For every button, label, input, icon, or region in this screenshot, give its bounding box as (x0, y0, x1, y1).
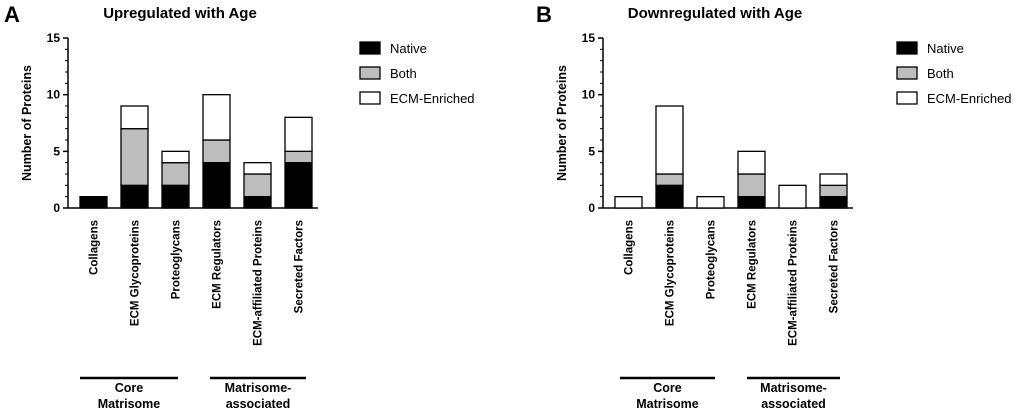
chart-panel-b: B Downregulated with Age Number of Protein… (536, 2, 1012, 411)
group-label: Matrisome- (225, 381, 292, 395)
bar-segment-both (243, 173, 272, 198)
legend-swatch (359, 91, 381, 105)
bar-segment-ecm-enriched (120, 105, 149, 130)
legend-label: ECM-Enriched (927, 91, 1012, 106)
legend-swatch (359, 41, 381, 55)
category-label: ECM-affiliated Proteins (253, 220, 265, 346)
bar-segment-native (79, 196, 108, 209)
legend-label: Both (927, 66, 954, 81)
y-tick-label: 5 (53, 144, 60, 158)
y-axis-label: Number of Proteins (20, 65, 34, 181)
bar-segment-both (120, 128, 149, 186)
bar-segment-ecm-enriched (696, 196, 725, 209)
category-label: Secreted Factors (294, 220, 306, 313)
legend-swatch (896, 66, 918, 80)
bar-segment-native (120, 184, 149, 209)
category-label: ECM Regulators (212, 220, 224, 309)
group-label: Matrisome (98, 397, 161, 411)
bar-segment-native (284, 162, 313, 209)
legend-label: Native (390, 41, 427, 56)
bar-segment-both (284, 150, 313, 164)
bar-segment-ecm-enriched (161, 150, 190, 164)
group-label: Matrisome- (760, 381, 827, 395)
bar-segment-native (819, 196, 848, 209)
chart-panel-a: A Upregulated with Age Number of Proteins 0… (4, 2, 475, 411)
group-label: associated (226, 397, 291, 411)
legend-swatch (359, 66, 381, 80)
bar-segment-ecm-enriched (655, 105, 684, 175)
bar-segment-native (655, 184, 684, 209)
legend-swatch (896, 41, 918, 55)
bar-segment-ecm-enriched (737, 150, 766, 175)
bar-segment-native (161, 184, 190, 209)
bar-segment-native (202, 162, 231, 209)
category-label: Proteoglycans (171, 220, 183, 299)
y-axis-label: Number of Proteins (555, 65, 569, 181)
y-tick-label: 0 (53, 201, 60, 215)
category-label: ECM-affiliated Proteins (788, 220, 800, 346)
category-label: ECM Regulators (747, 220, 759, 309)
bar-segment-both (655, 173, 684, 186)
y-tick-label: 0 (588, 201, 595, 215)
panel-letter: A (4, 2, 20, 27)
legend-swatch (896, 91, 918, 105)
bar-segment-native (737, 196, 766, 209)
chart-title: Downregulated with Age (628, 5, 802, 22)
y-tick-label: 10 (582, 88, 596, 102)
group-label: Matrisome (636, 397, 699, 411)
group-label: Core (653, 381, 682, 395)
bar-segment-ecm-enriched (202, 94, 231, 141)
category-label: Secreted Factors (829, 220, 841, 313)
bar-segment-ecm-enriched (819, 173, 848, 186)
category-label: ECM Glycoproteins (665, 220, 677, 326)
legend-label: ECM-Enriched (390, 91, 475, 106)
group-label: Core (115, 381, 144, 395)
y-tick-label: 15 (582, 31, 596, 45)
bar-segment-ecm-enriched (284, 116, 313, 152)
category-label: Proteoglycans (706, 220, 718, 299)
y-tick-label: 5 (588, 144, 595, 158)
panel-letter: B (536, 2, 552, 27)
bar-segment-both (819, 184, 848, 198)
legend-label: Both (390, 66, 417, 81)
legend-label: Native (927, 41, 964, 56)
group-label: associated (761, 397, 826, 411)
bar-segment-ecm-enriched (614, 196, 643, 209)
category-label: Collagens (89, 220, 101, 275)
bar-segment-both (202, 139, 231, 164)
bar-segment-ecm-enriched (243, 162, 272, 175)
category-label: Collagens (624, 220, 636, 275)
bar-segment-native (243, 196, 272, 209)
y-tick-label: 10 (47, 88, 61, 102)
y-tick-label: 15 (47, 31, 61, 45)
bar-segment-ecm-enriched (778, 184, 807, 209)
bar-segment-both (737, 173, 766, 198)
category-label: ECM Glycoproteins (130, 220, 142, 326)
chart-title: Upregulated with Age (103, 5, 257, 22)
bar-segment-both (161, 162, 190, 186)
